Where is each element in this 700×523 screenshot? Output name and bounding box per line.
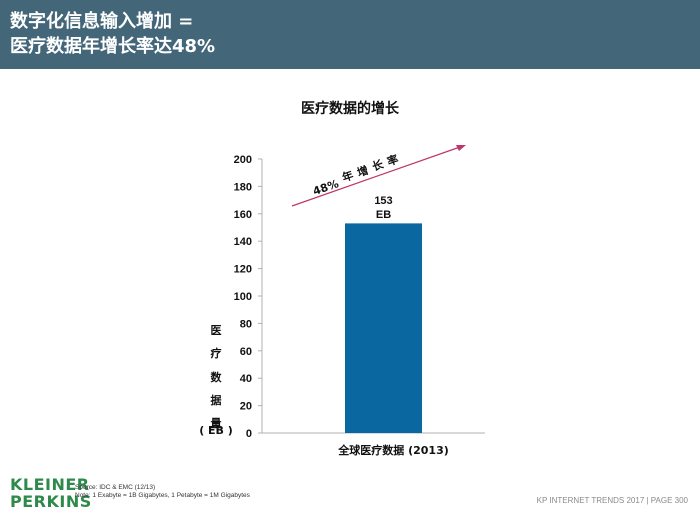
logo-line-1: KLEINER: [10, 475, 90, 494]
growth-annotation-text: 增: [355, 163, 370, 180]
y-tick-label: 20: [240, 401, 252, 413]
y-tick-label: 180: [234, 181, 252, 193]
y-axis-label-char: 量: [210, 417, 222, 430]
kleiner-perkins-logo: KLEINER PERKINS: [10, 476, 92, 510]
slide-title-line-2: 医疗数据年增长率达48%: [10, 36, 216, 57]
y-axis-label-char: 医: [210, 324, 222, 337]
y-tick-label: 120: [234, 264, 252, 276]
growth-arrow-head: [456, 145, 466, 151]
y-tick-label: 0: [246, 428, 252, 440]
y-tick-label: 140: [234, 236, 252, 248]
y-tick-label: 200: [234, 154, 252, 166]
bar-global-health-data: [345, 223, 422, 433]
source-note: Source: IDC & EMC (12/13) Note: 1 Exabyt…: [75, 484, 250, 500]
data-label: EB: [376, 209, 391, 221]
data-label: 153: [374, 195, 392, 207]
note-line: Note: 1 Exabyte = 1B Gigabytes, 1 Petaby…: [75, 492, 250, 499]
slide-title-line-1: 数字化信息输入增加 =: [10, 11, 194, 32]
growth-annotation-text: 48%: [311, 177, 340, 198]
growth-annotation-text: 年: [340, 168, 355, 185]
y-axis-label-char: 数: [210, 371, 222, 384]
y-tick-label: 60: [240, 346, 252, 358]
chart-title: 医疗数据的增长: [301, 101, 399, 117]
y-tick-label: 40: [240, 373, 252, 385]
title-banner: 数字化信息输入增加 = 医疗数据年增长率达48%: [0, 0, 700, 69]
y-tick-label: 160: [234, 209, 252, 221]
growth-annotation-text: 长: [370, 156, 386, 173]
page-footer: KP INTERNET TRENDS 2017 | PAGE 300: [536, 496, 688, 505]
growth-arrow: [291, 146, 461, 207]
x-category-label: 全球医疗数据 (2013): [337, 443, 449, 457]
growth-annotation-text: 率: [385, 152, 400, 169]
y-tick-label: 80: [240, 318, 252, 330]
logo-line-2: PERKINS: [10, 492, 92, 511]
y-axis-label-char: ( EB ): [199, 424, 233, 437]
y-tick-label: 100: [234, 291, 252, 303]
source-line: Source: IDC & EMC (12/13): [75, 484, 156, 491]
y-axis-label-char: 疗: [210, 347, 222, 360]
y-axis-label-char: 据: [210, 394, 222, 407]
